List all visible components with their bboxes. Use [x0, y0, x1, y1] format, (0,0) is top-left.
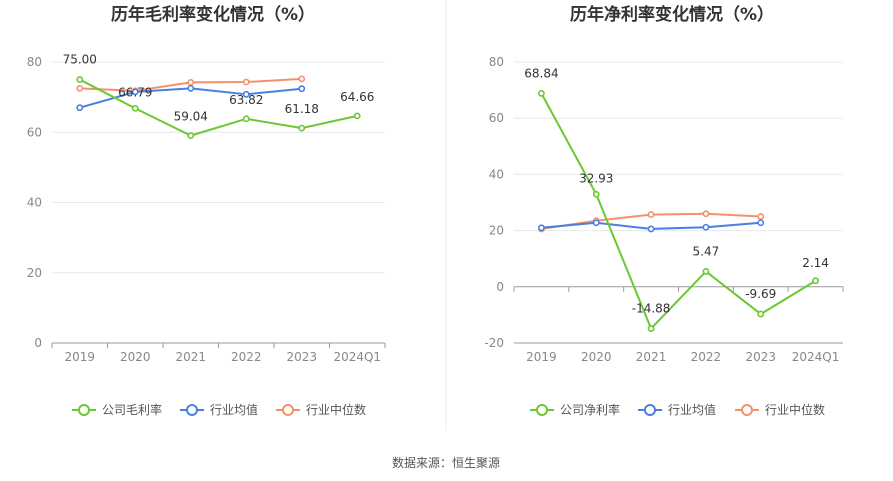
x-tick-label: 2023 [745, 350, 776, 364]
x-tick-label: 2024Q1 [792, 350, 840, 364]
data-point-company [538, 89, 545, 97]
net-margin-chart: 历年净利率变化情况（%） -20 0 20 40 60 80 2019 2020 2021 2022… [484, 4, 844, 417]
legend-label: 公司净利率 [560, 402, 620, 417]
data-point-median [757, 213, 765, 220]
data-label: 2.14 [802, 256, 829, 270]
series-line-company [540, 92, 817, 330]
data-point-median [187, 78, 195, 86]
data-point-avg [538, 224, 545, 232]
legend-swatch-marker [741, 404, 753, 416]
data-label: -9.69 [745, 287, 776, 301]
y-tick-label: -20 [484, 336, 504, 350]
y-tick-label: 20 [27, 266, 42, 280]
data-point-company [131, 105, 139, 112]
y-tick-label: 40 [489, 167, 504, 181]
x-tick-label: 2022 [691, 350, 722, 364]
data-point-company [757, 310, 765, 318]
data-point-avg [76, 104, 84, 112]
data-point-median [76, 84, 84, 92]
y-tick-label: 80 [27, 55, 42, 69]
data-point-avg [187, 84, 195, 92]
data-label: 68.84 [524, 66, 558, 80]
legend-swatch-marker [282, 404, 294, 416]
legend-swatch-marker [536, 404, 548, 416]
data-point-avg [242, 90, 250, 98]
data-point-company [592, 190, 600, 198]
data-label: 75.00 [63, 53, 97, 67]
chart-title: 历年净利率变化情况（%） [570, 4, 774, 25]
y-tick-label: 80 [489, 55, 504, 69]
chart-title: 历年毛利率变化情况（%） [111, 4, 315, 25]
data-point-company [187, 132, 195, 140]
data-source: 数据来源：恒生聚源 [392, 455, 500, 470]
x-tick-label: 2023 [286, 350, 317, 364]
data-label: 66.79 [118, 85, 152, 99]
x-tick-label: 2019 [64, 350, 95, 364]
y-tick-label: 20 [489, 224, 504, 238]
x-tick-label: 2020 [120, 350, 151, 364]
y-tick-label: 40 [27, 196, 42, 210]
x-tick-label: 2024Q1 [333, 350, 381, 364]
data-label: 59.04 [174, 110, 208, 124]
data-point-company [298, 124, 306, 132]
legend-swatch-marker [186, 404, 198, 416]
data-point-avg [757, 219, 765, 227]
data-label: 5.47 [693, 244, 720, 258]
x-tick-label: 2021 [636, 350, 667, 364]
data-point-median [242, 78, 250, 86]
data-label: -14.88 [632, 302, 671, 316]
data-point-company [353, 112, 361, 120]
legend-label: 行业中位数 [306, 402, 366, 417]
data-point-company [76, 76, 84, 83]
data-point-company [812, 277, 819, 285]
y-tick-label: 60 [489, 111, 504, 125]
data-point-median [647, 211, 655, 218]
data-label: 63.82 [229, 93, 263, 107]
legend-label: 行业均值 [668, 402, 716, 417]
data-point-avg [702, 223, 710, 231]
x-tick-label: 2020 [581, 350, 612, 364]
data-point-company [647, 325, 655, 333]
y-tick-label: 60 [27, 125, 42, 139]
x-tick-label: 2021 [175, 350, 206, 364]
x-tick-label: 2019 [526, 350, 557, 364]
series-line-company [79, 78, 358, 137]
legend-swatch-marker [78, 404, 90, 416]
data-point-avg [298, 85, 306, 93]
data-point-median [298, 75, 306, 83]
x-tick-label: 2022 [231, 350, 262, 364]
data-point-company [702, 268, 710, 275]
data-label: 32.93 [579, 171, 613, 185]
y-tick-label: 0 [496, 280, 504, 294]
data-point-avg [592, 219, 600, 227]
gross-margin-chart: 历年毛利率变化情况（%） 0 20 40 60 80 2019 2020 2021 2022 202… [27, 4, 386, 417]
data-point-avg [647, 225, 655, 233]
legend-label: 行业均值 [210, 402, 258, 417]
data-label: 64.66 [340, 90, 374, 104]
data-point-company [242, 115, 250, 123]
data-point-avg [131, 88, 139, 96]
data-label: 61.18 [285, 102, 319, 116]
legend-label: 公司毛利率 [102, 402, 162, 417]
legend-label: 行业中位数 [765, 402, 825, 417]
legend-swatch-marker [644, 404, 656, 416]
y-tick-label: 0 [34, 336, 42, 350]
data-point-median [702, 210, 710, 218]
